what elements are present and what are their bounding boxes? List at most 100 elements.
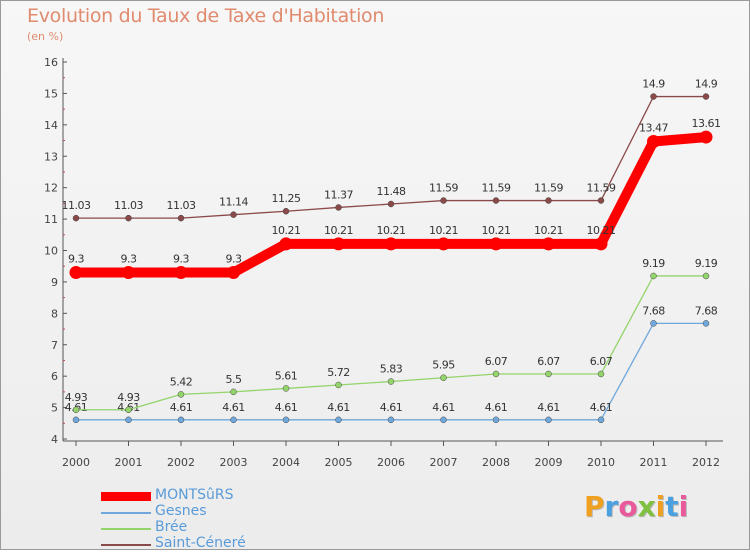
- data-point-saint-c-ner--2001: [125, 214, 132, 222]
- data-point-br-e-2002: [177, 391, 185, 398]
- data-label-gesnes-2007: 4.61: [432, 401, 455, 414]
- y-tick-label-8: 8: [51, 307, 58, 320]
- legend-label-gesnes: Gesnes: [155, 503, 207, 519]
- data-point-monts-rs-2002: [174, 265, 188, 279]
- data-point-monts-rs-2011: [647, 134, 660, 148]
- data-label-gesnes-2009: 4.61: [537, 401, 560, 414]
- logo-letter: P: [584, 490, 605, 523]
- data-point-saint-c-ner--2006: [387, 200, 395, 208]
- y-tick-label-14: 14: [44, 119, 58, 132]
- data-label-gesnes-2006: 4.61: [380, 401, 403, 414]
- x-tick-label-2011: 2011: [640, 456, 668, 469]
- data-label-gesnes-2011: 7.68: [642, 304, 665, 317]
- data-point-br-e-2011: [650, 272, 657, 280]
- legend-label-saint-cenere: Saint-Céneré: [155, 535, 246, 551]
- x-tick-label-2009: 2009: [535, 456, 563, 469]
- data-point-monts-rs-2008: [489, 237, 503, 251]
- data-point-saint-c-ner--2004: [282, 207, 290, 215]
- legend-item-gesnes[interactable]: Gesnes: [101, 503, 361, 521]
- legend-swatch-saint-cenere: [101, 544, 151, 546]
- legend-label-montsurs: MONTSûRS: [155, 487, 234, 503]
- data-label-saint-c-ner--2007: 11.59: [429, 182, 458, 195]
- data-label-saint-c-ner--2004: 11.25: [272, 192, 301, 205]
- chart-subtitle: (en %): [27, 30, 64, 43]
- data-label-saint-c-ner--2005: 11.37: [324, 188, 353, 201]
- data-point-saint-c-ner--2012: [702, 93, 710, 100]
- y-tick-label-10: 10: [44, 245, 58, 258]
- data-point-monts-rs-2001: [122, 265, 135, 279]
- data-point-gesnes-2007: [440, 416, 447, 424]
- data-point-br-e-2008: [492, 370, 500, 378]
- data-label-monts-rs-2012: 13.61: [692, 117, 721, 130]
- x-tick-label-2005: 2005: [325, 456, 353, 469]
- data-label-gesnes-2004: 4.61: [275, 401, 298, 414]
- x-tick-label-2008: 2008: [482, 456, 510, 469]
- legend-swatch-gesnes: [101, 512, 151, 514]
- x-tick-label-2007: 2007: [430, 456, 458, 469]
- data-label-br-e-2002: 5.42: [170, 375, 193, 388]
- data-label-saint-c-ner--2011: 14.9: [642, 78, 665, 91]
- data-label-saint-c-ner--2012: 14.9: [695, 78, 718, 91]
- logo-letter: t: [665, 490, 679, 523]
- data-label-br-e-2001: 4.93: [117, 391, 140, 404]
- legend-item-bree[interactable]: Brée: [101, 519, 361, 537]
- data-label-br-e-2004: 5.61: [275, 369, 298, 382]
- data-point-br-e-2001: [125, 406, 132, 414]
- legend-label-bree: Brée: [155, 519, 188, 535]
- data-point-br-e-2000: [72, 406, 80, 414]
- chart-title: Evolution du Taux de Taxe d'Habitation: [27, 5, 385, 27]
- data-point-br-e-2006: [387, 378, 395, 385]
- data-label-monts-rs-2010: 10.21: [587, 224, 616, 237]
- legend: MONTSûRS Gesnes Brée Saint-Céneré: [101, 487, 361, 553]
- x-tick-label-2006: 2006: [377, 456, 405, 469]
- data-label-br-e-2008: 6.07: [485, 355, 508, 368]
- y-tick-label-4: 4: [51, 433, 58, 446]
- data-label-monts-rs-2001: 9.3: [121, 252, 137, 265]
- data-point-br-e-2009: [545, 370, 552, 378]
- logo-letter: x: [637, 490, 656, 523]
- data-point-saint-c-ner--2008: [492, 197, 500, 204]
- data-label-br-e-2009: 6.07: [537, 355, 560, 368]
- data-label-monts-rs-2007: 10.21: [429, 224, 458, 237]
- y-tick-label-9: 9: [51, 276, 58, 289]
- y-tick-label-16: 16: [44, 56, 58, 69]
- data-point-saint-c-ner--2003: [230, 211, 237, 218]
- y-tick-label-7: 7: [51, 339, 58, 352]
- y-tick-label-11: 11: [44, 213, 58, 226]
- x-tick-label-2002: 2002: [167, 456, 195, 469]
- logo-letter: i: [678, 490, 689, 523]
- data-point-gesnes-2008: [492, 416, 500, 424]
- data-point-gesnes-2000: [72, 416, 80, 424]
- y-tick-label-5: 5: [51, 402, 58, 415]
- legend-item-montsurs[interactable]: MONTSûRS: [101, 487, 361, 505]
- x-tick-label-2000: 2000: [62, 456, 90, 469]
- data-point-monts-rs-2009: [542, 237, 555, 251]
- data-point-gesnes-2006: [387, 416, 395, 424]
- data-label-gesnes-2002: 4.61: [170, 401, 193, 414]
- data-label-gesnes-2008: 4.61: [485, 401, 508, 414]
- y-tick-label-15: 15: [44, 87, 58, 100]
- data-label-monts-rs-2005: 10.21: [324, 224, 353, 237]
- data-label-saint-c-ner--2003: 11.14: [219, 196, 248, 209]
- data-label-br-e-2012: 9.19: [695, 257, 718, 270]
- data-label-br-e-2007: 5.95: [432, 359, 455, 372]
- data-point-gesnes-2004: [282, 416, 290, 424]
- data-label-saint-c-ner--2001: 11.03: [114, 199, 143, 212]
- data-point-monts-rs-2010: [594, 237, 608, 251]
- data-label-saint-c-ner--2009: 11.59: [534, 182, 563, 195]
- data-label-saint-c-ner--2000: 11.03: [62, 199, 91, 212]
- data-point-saint-c-ner--2011: [650, 93, 657, 100]
- data-label-br-e-2010: 6.07: [590, 355, 613, 368]
- data-point-monts-rs-2006: [384, 237, 398, 251]
- data-point-gesnes-2011: [650, 320, 657, 327]
- data-point-saint-c-ner--2009: [545, 197, 552, 204]
- data-point-monts-rs-2004: [279, 237, 293, 251]
- data-label-monts-rs-2009: 10.21: [534, 224, 563, 237]
- data-label-monts-rs-2000: 9.3: [68, 252, 84, 265]
- y-tick-label-12: 12: [44, 182, 58, 195]
- legend-swatch-bree: [101, 528, 151, 530]
- data-point-saint-c-ner--2000: [72, 214, 80, 222]
- data-label-monts-rs-2002: 9.3: [173, 252, 189, 265]
- legend-item-saint-cenere[interactable]: Saint-Céneré: [101, 535, 361, 553]
